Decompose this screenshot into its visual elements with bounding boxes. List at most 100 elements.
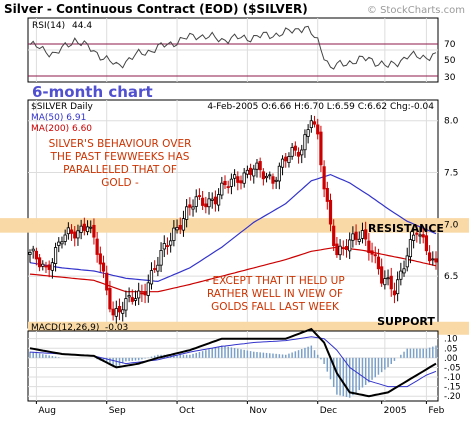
- price-bar-body: [85, 226, 90, 232]
- price-bar-body: [332, 225, 336, 247]
- price-bar-body: [428, 252, 432, 262]
- macd-value: -0.03: [105, 323, 128, 333]
- price-bar-body: [127, 295, 131, 298]
- price-bar-body: [57, 241, 61, 246]
- price-bar-body: [293, 145, 297, 151]
- price-bar-body: [239, 180, 243, 184]
- price-bar-body: [89, 226, 93, 229]
- price-bar-body: [47, 264, 51, 270]
- macd-panel: MACD(12,26,9) -0.03 .10.05.00-.05-.10-.1…: [27, 323, 461, 402]
- macd-tick: -.20: [444, 392, 461, 402]
- rsi-tick-30: 30: [444, 73, 456, 83]
- price-tick-8-0: 8.0: [444, 117, 459, 127]
- price-bar-body: [60, 241, 64, 245]
- symbol-label: $SILVER Daily: [31, 102, 94, 112]
- macd-tick: -.10: [444, 373, 461, 383]
- price-panel: $SILVER Daily 4-Feb-2005 O:6.66 H:6.70 L…: [0, 99, 469, 335]
- ma50-line: [29, 173, 437, 283]
- price-bar-body: [172, 227, 176, 241]
- price-bar-body: [424, 235, 429, 252]
- price-bar-body: [223, 180, 227, 186]
- price-bar-body: [76, 230, 80, 239]
- price-bar-body: [108, 287, 112, 310]
- copyright-text: © StockCharts.com: [367, 5, 465, 16]
- macd-tick: -.15: [444, 383, 461, 393]
- quote-label: 4-Feb-2005 O:6.66 H:6.70 L:6.59 C:6.62 C…: [207, 102, 434, 112]
- price-bar-body: [268, 174, 272, 177]
- price-bar-body: [105, 272, 109, 291]
- price-bar-body: [255, 162, 259, 170]
- price-bar-body: [386, 277, 390, 280]
- price-bar-body: [316, 124, 320, 135]
- price-bar-body: [137, 290, 141, 299]
- macd-tick: .05: [444, 344, 458, 354]
- price-bars: [28, 115, 438, 324]
- price-bar-body: [169, 240, 173, 246]
- price-bar-body: [124, 298, 128, 311]
- price-bar-body: [229, 178, 234, 187]
- price-bar-body: [389, 275, 393, 290]
- price-bar-body: [296, 151, 301, 157]
- price-bar-body: [117, 305, 122, 313]
- price-bar-body: [245, 169, 249, 175]
- price-bar-body: [204, 203, 208, 208]
- price-bar-body: [181, 218, 186, 231]
- price-bar-body: [412, 234, 416, 241]
- price-bar-body: [159, 250, 163, 266]
- price-bar-body: [261, 171, 265, 180]
- price-bar-body: [236, 176, 240, 183]
- price-bar-body: [140, 292, 144, 295]
- annotation-top-line-2: THE PAST FEWWEEKS HAS: [50, 151, 190, 163]
- price-bar-body: [242, 172, 246, 184]
- price-bar-body: [197, 195, 202, 197]
- price-bar-body: [280, 158, 285, 168]
- price-bar-body: [207, 198, 211, 208]
- price-bar-body: [232, 174, 237, 179]
- rsi-label: RSI(14): [32, 21, 65, 31]
- rsi-tick-50: 50: [444, 56, 456, 66]
- price-bar-body: [383, 278, 387, 286]
- price-bar-body: [344, 246, 349, 250]
- price-tick-7-5: 7.5: [444, 169, 458, 179]
- annotation-bottom-line-1: - EXCEPT THAT IT HELD UP: [205, 275, 344, 287]
- ma200-label: MA(200) 6.60: [31, 124, 92, 134]
- price-bar-body: [396, 279, 400, 295]
- price-bar-body: [415, 232, 419, 235]
- price-bar-body: [41, 263, 45, 267]
- price-bar-body: [194, 196, 198, 207]
- price-bar-body: [354, 231, 358, 240]
- rsi-tick-70: 70: [444, 40, 456, 50]
- price-bar-body: [73, 231, 77, 239]
- price-bar-body: [149, 270, 154, 285]
- price-bar-body: [175, 227, 179, 231]
- price-bar-body: [364, 229, 368, 240]
- price-bar-body: [309, 120, 313, 128]
- x-tick-label: Aug: [38, 406, 56, 416]
- support-label: SUPPORT: [377, 315, 435, 328]
- price-bar-body: [421, 234, 425, 238]
- price-bar-body: [408, 239, 413, 258]
- price-bar-body: [328, 199, 333, 225]
- price-bar-body: [357, 238, 361, 242]
- price-bar-body: [95, 238, 99, 255]
- price-bar-body: [130, 297, 134, 302]
- price-bar-body: [277, 165, 281, 182]
- price-bar-body: [258, 161, 262, 171]
- resistance-label: RESISTANCE: [368, 222, 444, 235]
- price-bar-body: [306, 129, 310, 137]
- price-bar-body: [431, 258, 435, 261]
- chart-title: Silver - Continuous Contract (EOD) ($SIL…: [4, 2, 308, 16]
- rsi-panel: RSI(14) 44.4 70 50 30 6-month chart: [27, 17, 456, 101]
- price-bar-body: [98, 253, 102, 265]
- price-bar-body: [162, 243, 166, 250]
- price-tick-6-5: 6.5: [444, 272, 458, 282]
- price-bar-body: [405, 255, 409, 268]
- price-bar-body: [376, 256, 381, 270]
- x-tick-label: Sep: [109, 406, 126, 416]
- annotation-top-line-3: PARALLELED THAT OF: [63, 164, 177, 176]
- rsi-value: 44.4: [72, 21, 92, 31]
- price-bar-body: [360, 230, 365, 239]
- price-bar-body: [143, 291, 147, 296]
- price-bar-body: [300, 149, 304, 156]
